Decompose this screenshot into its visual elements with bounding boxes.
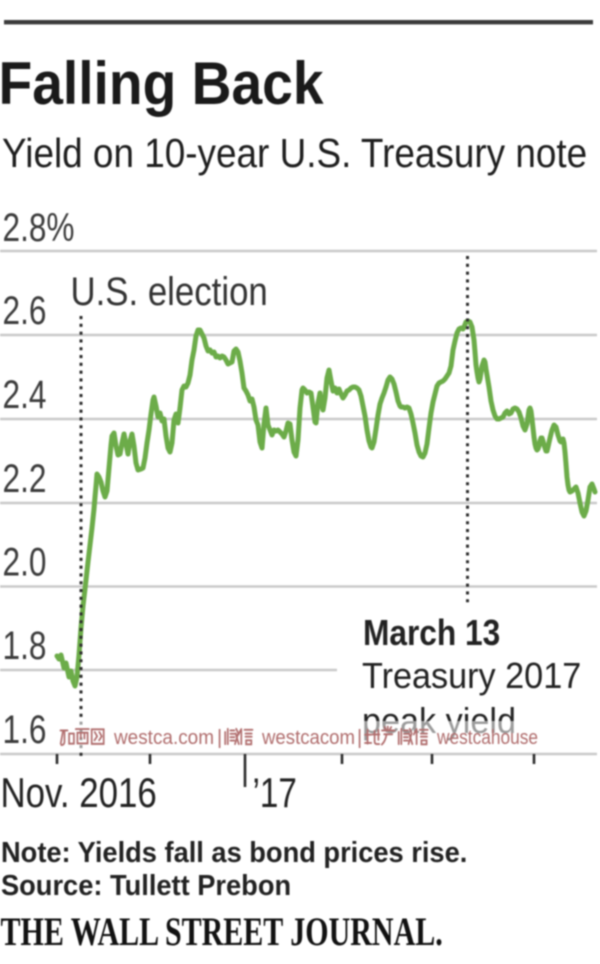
svg-text:THE WALL STREET JOURNAL.: THE WALL STREET JOURNAL. <box>1 909 443 954</box>
svg-text:Yield on 10-year U.S. Treasury: Yield on 10-year U.S. Treasury note <box>2 131 587 176</box>
svg-text:Falling Back: Falling Back <box>0 51 324 118</box>
svg-text:2.0: 2.0 <box>3 539 47 584</box>
svg-text:Note: Yields fall as bond pric: Note: Yields fall as bond prices rise. <box>1 836 467 868</box>
svg-text:’17: ’17 <box>253 769 297 815</box>
svg-text:westca.com | westcacom: westca.com | westcacom | westcahouse <box>113 727 538 749</box>
svg-text:March 13: March 13 <box>363 613 500 653</box>
svg-text:Nov. 2016: Nov. 2016 <box>1 770 157 817</box>
svg-text:U.S. election: U.S. election <box>71 269 268 314</box>
svg-text:2.6: 2.6 <box>3 287 47 332</box>
svg-text:2.4: 2.4 <box>3 371 47 416</box>
svg-text:Treasury 2017: Treasury 2017 <box>362 656 581 696</box>
svg-text:1.8: 1.8 <box>3 622 47 667</box>
svg-text:Source: Tullett Prebon: Source: Tullett Prebon <box>1 869 291 901</box>
svg-text:2.2: 2.2 <box>3 455 47 500</box>
svg-text:1.6: 1.6 <box>3 706 47 751</box>
svg-text:2.8%: 2.8% <box>3 204 75 249</box>
